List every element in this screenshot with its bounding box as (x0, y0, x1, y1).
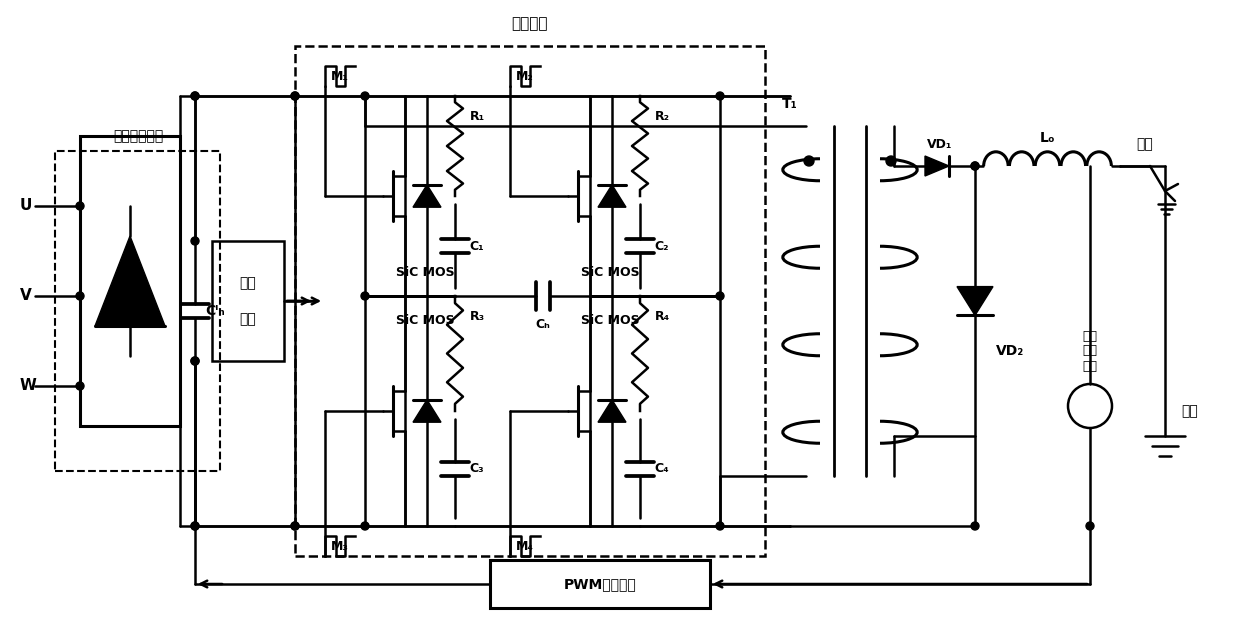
Polygon shape (413, 400, 441, 422)
Circle shape (291, 522, 299, 530)
Circle shape (887, 156, 897, 166)
Text: Lₒ: Lₒ (1039, 131, 1055, 145)
Polygon shape (598, 185, 626, 207)
Text: 电路: 电路 (239, 312, 257, 326)
Text: 电流
采样
反馈: 电流 采样 反馈 (1083, 329, 1097, 372)
Text: M₁: M₁ (331, 69, 348, 83)
Text: SiC MOS: SiC MOS (580, 265, 640, 279)
Circle shape (715, 292, 724, 300)
Circle shape (191, 357, 198, 365)
Polygon shape (925, 156, 949, 176)
Text: VD₂: VD₂ (996, 344, 1024, 358)
Bar (490, 560, 711, 608)
Text: M₄: M₄ (516, 540, 534, 553)
Text: 驱动: 驱动 (239, 276, 257, 290)
Text: R₄: R₄ (655, 309, 670, 322)
Text: 全桥逆变: 全桥逆变 (512, 16, 548, 31)
Polygon shape (413, 185, 441, 207)
Text: 三相整流滤波: 三相整流滤波 (113, 129, 164, 143)
Text: C₄: C₄ (655, 462, 670, 475)
Circle shape (361, 292, 370, 300)
Text: SiC MOS: SiC MOS (396, 314, 454, 327)
Text: R₁: R₁ (470, 110, 485, 123)
Circle shape (971, 522, 980, 530)
Text: Cᴵₙ: Cᴵₙ (205, 304, 224, 318)
Text: 电极: 电极 (1137, 137, 1153, 151)
Circle shape (191, 522, 198, 530)
Polygon shape (95, 236, 165, 326)
Circle shape (76, 292, 84, 300)
Text: PWM调制电路: PWM调制电路 (564, 577, 636, 591)
Circle shape (1086, 522, 1094, 530)
Text: R₂: R₂ (655, 110, 670, 123)
Circle shape (971, 162, 980, 170)
Bar (212, 241, 284, 361)
Circle shape (715, 522, 724, 530)
Text: C₃: C₃ (470, 462, 485, 475)
Circle shape (804, 156, 813, 166)
Text: SiC MOS: SiC MOS (396, 265, 454, 279)
Text: R₃: R₃ (470, 309, 485, 322)
Circle shape (291, 522, 299, 530)
Circle shape (715, 92, 724, 100)
Polygon shape (598, 400, 626, 422)
Circle shape (76, 202, 84, 210)
Circle shape (291, 92, 299, 100)
Text: Cₕ: Cₕ (536, 317, 549, 331)
Circle shape (191, 237, 198, 245)
Bar (55, 151, 219, 471)
Text: T₁: T₁ (782, 97, 797, 111)
Circle shape (191, 92, 198, 100)
Text: U: U (20, 198, 32, 213)
Text: M₃: M₃ (331, 540, 348, 553)
Circle shape (76, 382, 84, 390)
Text: C₁: C₁ (470, 240, 485, 252)
Text: VD₁: VD₁ (928, 138, 952, 150)
Circle shape (971, 162, 980, 170)
Text: 工件: 工件 (1182, 404, 1198, 418)
Polygon shape (957, 287, 993, 316)
Bar (81, 136, 180, 426)
Circle shape (361, 92, 370, 100)
Circle shape (191, 522, 198, 530)
Circle shape (291, 92, 299, 100)
Circle shape (191, 92, 198, 100)
Text: C₂: C₂ (655, 240, 670, 252)
Text: W: W (20, 379, 37, 394)
Circle shape (361, 522, 370, 530)
Text: V: V (20, 289, 32, 304)
Text: M₂: M₂ (516, 69, 534, 83)
Text: SiC MOS: SiC MOS (580, 314, 640, 327)
Bar (295, 46, 765, 556)
Circle shape (191, 357, 198, 365)
